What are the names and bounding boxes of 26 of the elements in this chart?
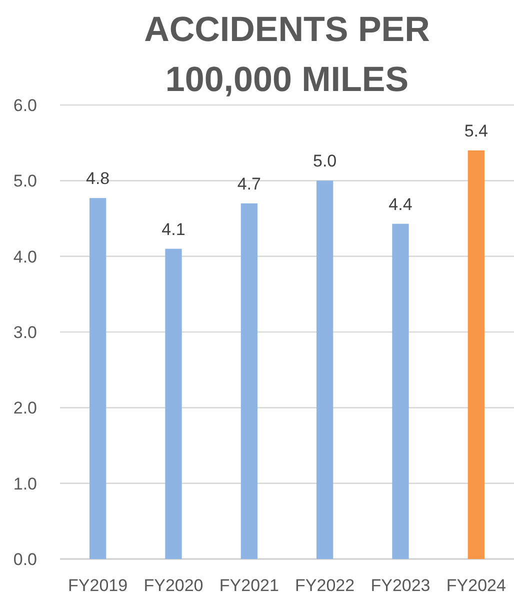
bar [165,248,182,559]
y-tick-label: 4.0 [13,247,37,266]
y-tick-label: 0.0 [13,550,37,569]
data-label: 4.7 [237,174,261,194]
x-tick-label: FY2020 [144,576,204,595]
y-tick-label: 6.0 [13,96,37,115]
y-tick-label: 3.0 [13,322,37,342]
y-tick-label: 5.0 [13,172,37,191]
bar [240,203,258,559]
y-tick-label: 2.0 [13,398,37,418]
x-tick-label: FY2024 [446,576,506,595]
bar [392,224,409,559]
data-label: 5.4 [464,121,488,140]
chart-title: ACCIDENTS PER 100,000 MILES [144,10,430,99]
bar [90,198,106,559]
x-tick-label: FY2019 [68,576,128,595]
data-label: 5.0 [313,152,337,171]
data-label: 4.1 [162,220,186,239]
x-tick-label: FY2022 [295,576,355,595]
bar [468,150,484,559]
x-tick-label: FY2021 [219,576,279,595]
data-label: 4.4 [388,194,412,214]
data-label: 4.8 [86,169,110,188]
bar [316,180,334,559]
x-tick-label: FY2023 [370,576,430,595]
y-tick-label: 1.0 [13,474,37,494]
